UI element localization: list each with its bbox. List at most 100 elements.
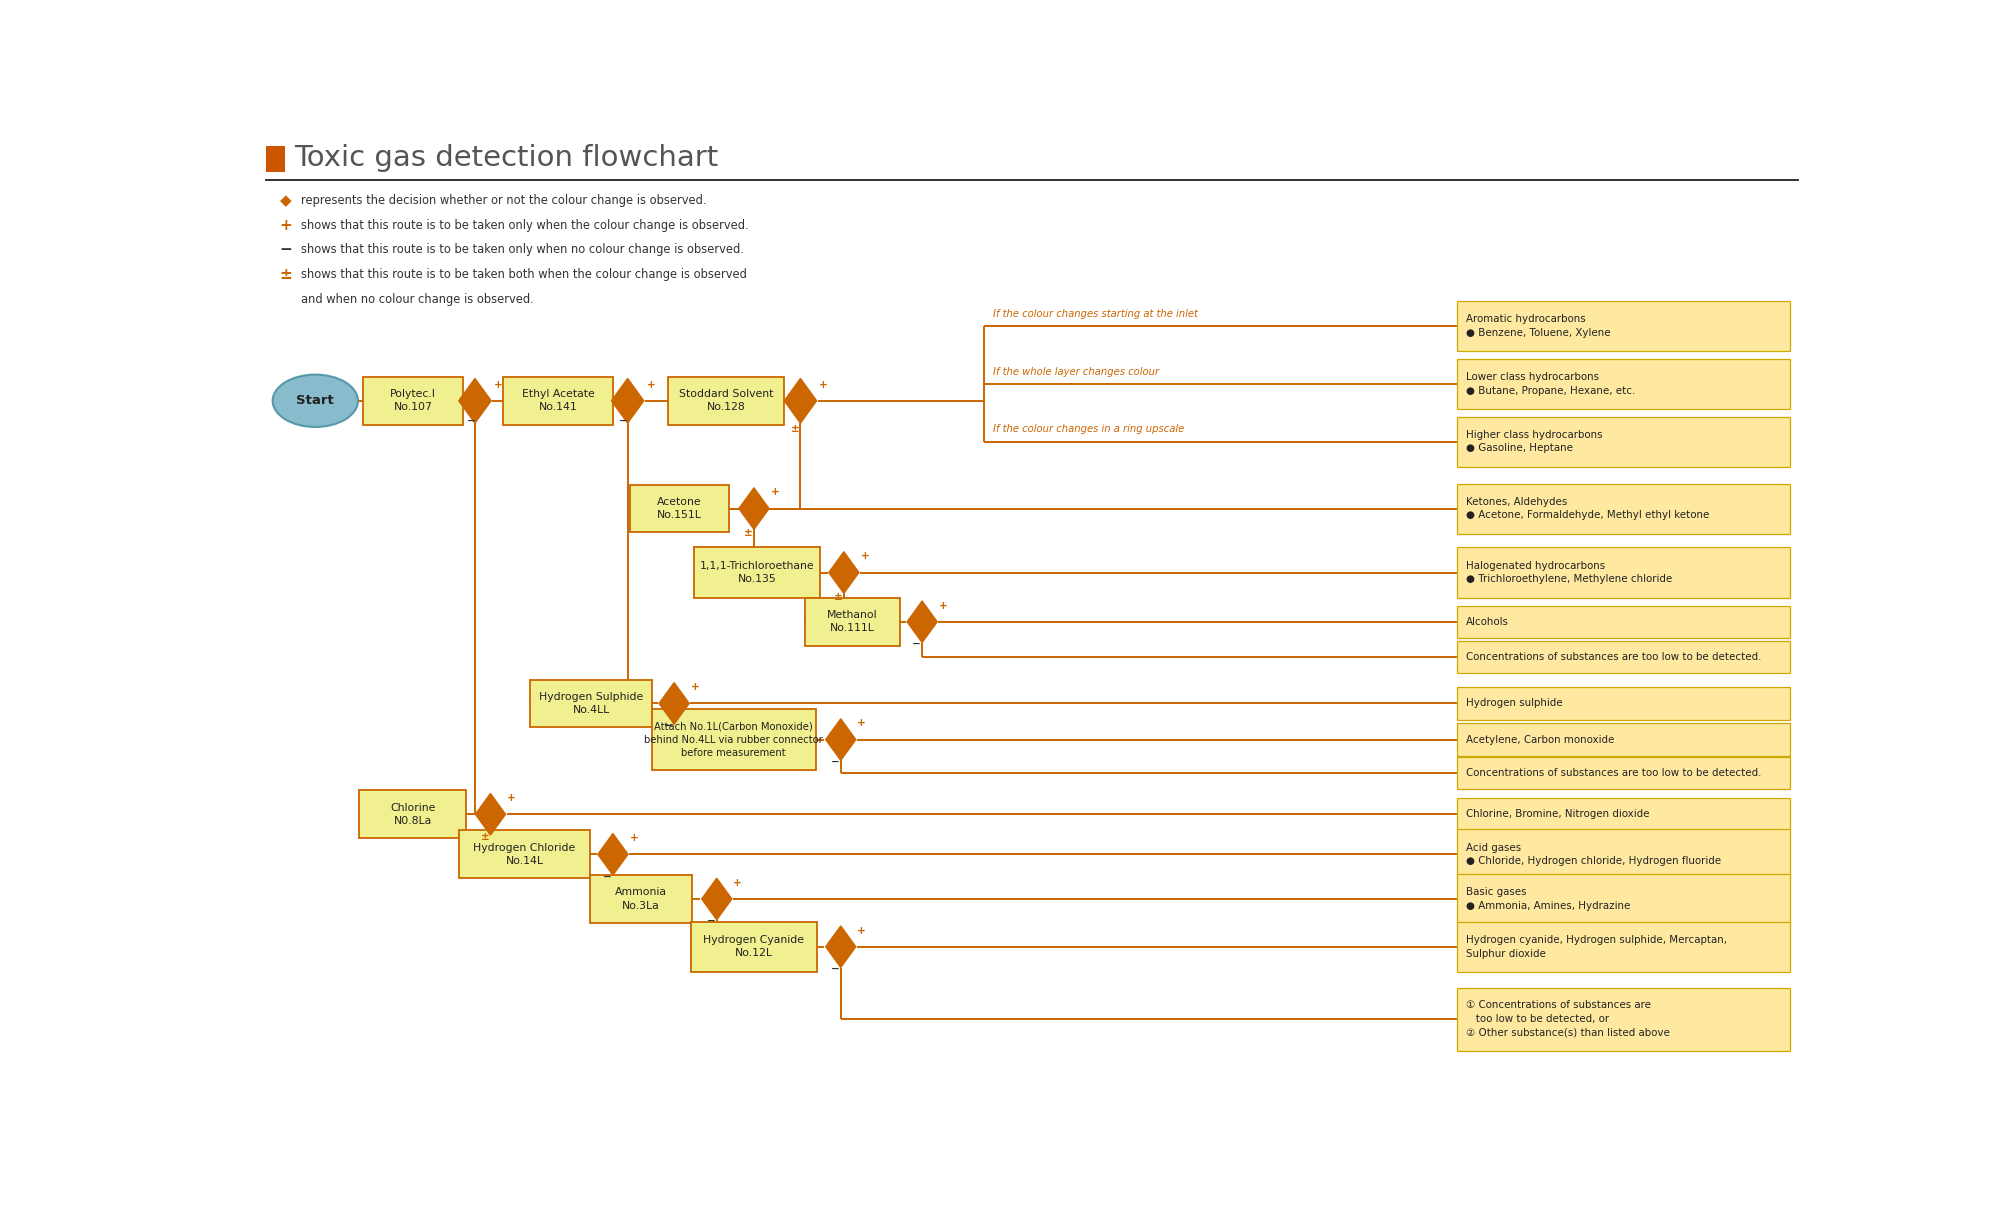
Text: Concentrations of substances are too low to be detected.: Concentrations of substances are too low… <box>1466 652 1762 663</box>
Polygon shape <box>826 719 856 760</box>
Polygon shape <box>826 925 856 968</box>
Text: Hydrogen cyanide, Hydrogen sulphide, Mercaptan,
Sulphur dioxide: Hydrogen cyanide, Hydrogen sulphide, Mer… <box>1466 935 1728 958</box>
Polygon shape <box>783 378 816 423</box>
Text: ±: ± <box>834 592 842 602</box>
Text: ◆: ◆ <box>280 193 292 208</box>
Text: Chlorine
N0.8La: Chlorine N0.8La <box>391 803 435 826</box>
FancyBboxPatch shape <box>1456 874 1790 924</box>
Text: +: + <box>493 381 504 390</box>
Text: represents the decision whether or not the colour change is observed.: represents the decision whether or not t… <box>302 195 707 207</box>
FancyBboxPatch shape <box>1456 922 1790 972</box>
Text: −: − <box>467 416 475 426</box>
FancyBboxPatch shape <box>669 377 783 424</box>
Text: −: − <box>665 721 673 731</box>
Text: +: + <box>280 218 292 232</box>
FancyBboxPatch shape <box>1456 606 1790 638</box>
Text: shows that this route is to be taken only when the colour change is observed.: shows that this route is to be taken onl… <box>302 219 749 232</box>
Text: ±: ± <box>792 423 800 434</box>
Text: ±: ± <box>743 528 753 539</box>
Text: +: + <box>820 381 828 390</box>
Ellipse shape <box>272 375 358 427</box>
Text: Start: Start <box>296 394 334 407</box>
Text: Alcohols: Alcohols <box>1466 617 1508 626</box>
Polygon shape <box>459 378 491 423</box>
Text: Chlorine, Bromine, Nitrogen dioxide: Chlorine, Bromine, Nitrogen dioxide <box>1466 810 1649 820</box>
Text: Methanol
No.111L: Methanol No.111L <box>828 610 878 634</box>
Text: If the whole layer changes colour: If the whole layer changes colour <box>993 366 1160 377</box>
Text: Toxic gas detection flowchart: Toxic gas detection flowchart <box>294 145 719 173</box>
Text: Halogenated hydrocarbons
● Trichloroethylene, Methylene chloride: Halogenated hydrocarbons ● Trichloroethy… <box>1466 561 1672 585</box>
FancyBboxPatch shape <box>1456 484 1790 534</box>
Polygon shape <box>906 601 937 642</box>
Text: −: − <box>707 917 715 927</box>
FancyBboxPatch shape <box>590 876 693 923</box>
Text: −: − <box>602 872 612 882</box>
Text: Hydrogen Sulphide
No.4LL: Hydrogen Sulphide No.4LL <box>540 692 642 715</box>
Text: +: + <box>860 551 870 561</box>
Text: Ammonia
No.3La: Ammonia No.3La <box>614 888 667 911</box>
FancyBboxPatch shape <box>806 598 900 646</box>
FancyBboxPatch shape <box>1456 302 1790 351</box>
Text: +: + <box>508 793 516 803</box>
Text: Hydrogen sulphide: Hydrogen sulphide <box>1466 698 1563 709</box>
FancyBboxPatch shape <box>1456 417 1790 467</box>
Polygon shape <box>612 378 644 423</box>
Text: −: − <box>832 964 840 974</box>
Text: Lower class hydrocarbons
● Butane, Propane, Hexane, etc.: Lower class hydrocarbons ● Butane, Propa… <box>1466 372 1635 395</box>
Text: +: + <box>691 682 699 692</box>
Text: +: + <box>733 878 741 888</box>
Text: ±: ± <box>481 832 489 841</box>
Polygon shape <box>701 878 731 919</box>
Polygon shape <box>475 794 506 835</box>
Text: Aromatic hydrocarbons
● Benzene, Toluene, Xylene: Aromatic hydrocarbons ● Benzene, Toluene… <box>1466 314 1611 338</box>
FancyBboxPatch shape <box>459 831 590 878</box>
Text: Hydrogen Chloride
No.14L: Hydrogen Chloride No.14L <box>473 843 576 866</box>
Text: −: − <box>620 416 628 426</box>
Polygon shape <box>659 682 689 725</box>
Text: Hydrogen Cyanide
No.12L: Hydrogen Cyanide No.12L <box>703 935 804 958</box>
Text: +: + <box>771 486 779 496</box>
Text: ① Concentrations of substances are
   too low to be detected, or
② Other substan: ① Concentrations of substances are too l… <box>1466 1001 1670 1037</box>
Text: +: + <box>630 833 638 843</box>
FancyBboxPatch shape <box>1456 987 1790 1051</box>
Text: and when no colour change is observed.: and when no colour change is observed. <box>302 293 534 305</box>
Text: Polytec.I
No.107: Polytec.I No.107 <box>391 389 435 412</box>
FancyBboxPatch shape <box>695 547 820 597</box>
Text: Ketones, Aldehydes
● Acetone, Formaldehyde, Methyl ethyl ketone: Ketones, Aldehydes ● Acetone, Formaldehy… <box>1466 497 1710 520</box>
Text: −: − <box>832 756 840 767</box>
FancyBboxPatch shape <box>1456 829 1790 879</box>
FancyBboxPatch shape <box>1456 756 1790 789</box>
Text: +: + <box>858 925 866 935</box>
Text: If the colour changes in a ring upscale: If the colour changes in a ring upscale <box>993 424 1184 434</box>
FancyBboxPatch shape <box>1456 687 1790 720</box>
Text: Higher class hydrocarbons
● Gasoline, Heptane: Higher class hydrocarbons ● Gasoline, He… <box>1466 429 1603 454</box>
FancyBboxPatch shape <box>1456 547 1790 597</box>
Text: Stoddard Solvent
No.128: Stoddard Solvent No.128 <box>679 389 773 412</box>
Text: 1,1,1-Trichloroethane
No.135: 1,1,1-Trichloroethane No.135 <box>699 561 814 584</box>
FancyBboxPatch shape <box>691 922 818 972</box>
Text: shows that this route is to be taken only when no colour change is observed.: shows that this route is to be taken onl… <box>302 243 745 257</box>
FancyBboxPatch shape <box>1456 359 1790 409</box>
FancyBboxPatch shape <box>1456 798 1790 831</box>
Polygon shape <box>830 552 858 593</box>
Text: ±: ± <box>280 268 292 282</box>
FancyBboxPatch shape <box>358 790 467 838</box>
FancyBboxPatch shape <box>530 680 653 727</box>
Text: If the colour changes starting at the inlet: If the colour changes starting at the in… <box>993 309 1198 319</box>
FancyBboxPatch shape <box>630 485 729 533</box>
Text: −: − <box>912 640 920 649</box>
Text: Acid gases
● Chloride, Hydrogen chloride, Hydrogen fluoride: Acid gases ● Chloride, Hydrogen chloride… <box>1466 843 1722 866</box>
Text: Acetone
No.151L: Acetone No.151L <box>657 497 703 520</box>
Text: Acetylene, Carbon monoxide: Acetylene, Carbon monoxide <box>1466 734 1615 744</box>
Bar <box>266 126 286 173</box>
Polygon shape <box>598 833 628 876</box>
Text: Ethyl Acetate
No.141: Ethyl Acetate No.141 <box>522 389 594 412</box>
FancyBboxPatch shape <box>653 709 816 771</box>
FancyBboxPatch shape <box>363 377 463 424</box>
Polygon shape <box>739 488 769 529</box>
Text: Concentrations of substances are too low to be detected.: Concentrations of substances are too low… <box>1466 767 1762 778</box>
FancyBboxPatch shape <box>1456 641 1790 674</box>
Text: Basic gases
● Ammonia, Amines, Hydrazine: Basic gases ● Ammonia, Amines, Hydrazine <box>1466 888 1631 911</box>
Text: Attach No.1L(Carbon Monoxide)
behind No.4LL via rubber connector
before measurem: Attach No.1L(Carbon Monoxide) behind No.… <box>644 721 824 758</box>
Text: shows that this route is to be taken both when the colour change is observed: shows that this route is to be taken bot… <box>302 268 747 281</box>
